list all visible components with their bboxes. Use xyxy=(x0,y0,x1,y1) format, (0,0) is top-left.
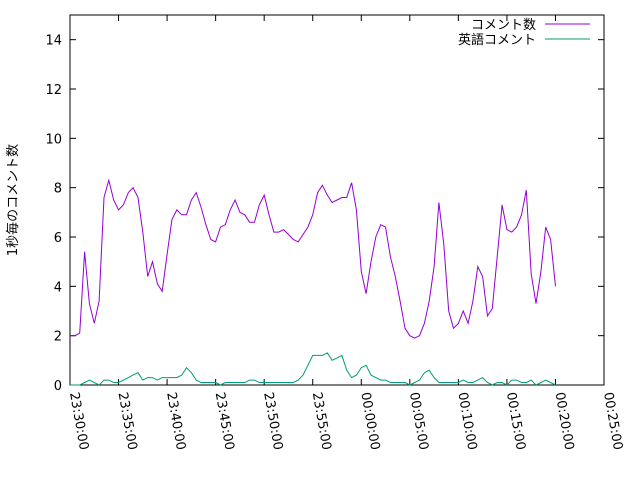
y-tick-label: 4 xyxy=(54,280,62,295)
x-tick-label: 00:15:00 xyxy=(503,391,528,451)
legend-label: 英語コメント xyxy=(458,32,536,48)
plot-frame xyxy=(69,14,605,386)
x-tick-label: 00:00:00 xyxy=(357,391,382,451)
x-tick-label: 23:35:00 xyxy=(115,391,140,451)
legend-label: コメント数 xyxy=(471,18,536,33)
y-axis-ticks: 0 2 4 6 8 10 12 14 xyxy=(45,34,604,394)
y-tick-label: 8 xyxy=(54,182,62,197)
x-axis-ticks: 23:30:00 23:35:00 23:40:00 23:45:00 23:50:00… xyxy=(66,15,625,451)
x-tick-label: 23:30:00 xyxy=(66,391,91,451)
x-tick-label: 23:45:00 xyxy=(212,391,237,451)
series-layer xyxy=(70,178,556,386)
x-tick-label: 00:25:00 xyxy=(600,391,625,451)
series-line-0 xyxy=(70,178,556,339)
x-tick-label: 23:55:00 xyxy=(309,391,334,451)
x-tick-label: 00:10:00 xyxy=(454,391,479,451)
x-tick-label: 23:40:00 xyxy=(163,391,188,451)
y-tick-label: 0 xyxy=(54,379,62,394)
plot-area xyxy=(69,14,605,386)
y-tick-label: 10 xyxy=(45,132,62,147)
x-tick-label: 23:50:00 xyxy=(260,391,285,451)
y-tick-label: 2 xyxy=(54,330,62,345)
y-tick-label: 6 xyxy=(54,231,62,246)
y-axis-label: 1秒毎のコメント数 xyxy=(5,144,21,256)
x-tick-label: 00:05:00 xyxy=(406,391,431,451)
y-tick-label: 14 xyxy=(45,34,62,49)
series-line-1 xyxy=(70,352,556,386)
y-tick-label: 12 xyxy=(45,83,62,98)
x-tick-label: 00:20:00 xyxy=(552,391,577,451)
